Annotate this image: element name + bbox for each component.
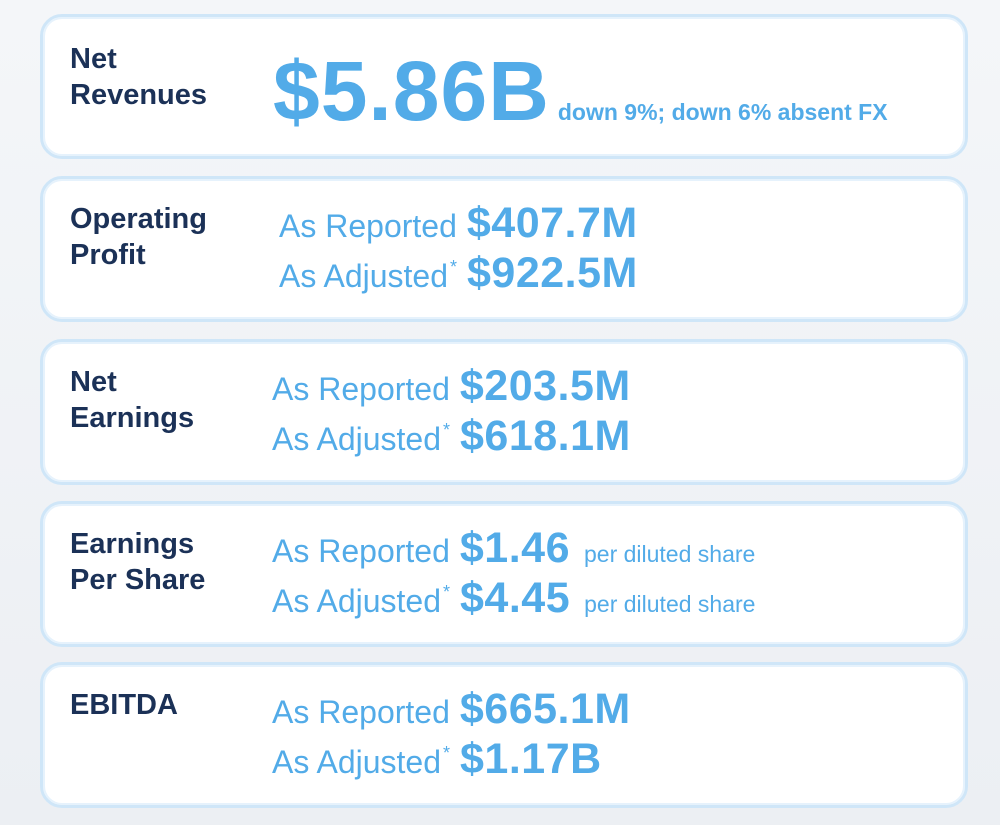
- reported-label: As Reported: [279, 208, 457, 244]
- adjusted-label: As Adjusted: [279, 258, 448, 294]
- ebitda-label: EBITDA: [70, 689, 178, 721]
- eps-card: Earnings Per Share As Reported $1.46 per…: [40, 501, 968, 647]
- adjusted-footnote-marker: *: [450, 257, 458, 277]
- net-revenues-row: $5.86B down 9%; down 6% absent FX: [273, 43, 888, 140]
- reported-label: As Reported: [272, 533, 450, 569]
- reported-label: As Reported: [272, 694, 450, 730]
- operating-profit-label: Operating Profit: [70, 203, 207, 271]
- ebitda-adjusted-row: As Adjusted * $1.17B: [272, 735, 602, 784]
- eps-reported-row: As Reported $1.46 per diluted share: [272, 524, 755, 573]
- net-earnings-reported-row: As Reported $203.5M: [272, 362, 631, 411]
- net-revenues-value: $5.86B: [273, 44, 550, 138]
- eps-adjusted-row: As Adjusted * $4.45 per diluted share: [272, 574, 755, 623]
- net-revenues-label: Net Revenues: [70, 43, 208, 111]
- net-earnings-reported-value: $203.5M: [459, 362, 631, 410]
- operating-profit-reported-value: $407.7M: [466, 199, 638, 247]
- net-earnings-label: Net Earnings: [70, 366, 195, 434]
- operating-profit-card: Operating Profit As Reported $407.7M As …: [40, 176, 968, 322]
- operating-profit-reported-row: As Reported $407.7M: [279, 199, 638, 248]
- adjusted-footnote-marker: *: [443, 420, 451, 440]
- adjusted-label: As Adjusted: [272, 744, 441, 780]
- operating-profit-adjusted-row: As Adjusted * $922.5M: [279, 249, 638, 298]
- net-revenues-note: down 9%; down 6% absent FX: [557, 99, 888, 125]
- net-earnings-adjusted-value: $618.1M: [460, 412, 631, 460]
- adjusted-label: As Adjusted: [272, 421, 441, 457]
- eps-adjusted-unit: per diluted share: [584, 591, 756, 617]
- ebitda-card: EBITDA As Reported $665.1M As Adjusted *…: [40, 662, 968, 808]
- eps-reported-unit: per diluted share: [583, 541, 756, 567]
- net-earnings-adjusted-row: As Adjusted * $618.1M: [272, 412, 631, 461]
- reported-label: As Reported: [272, 371, 450, 407]
- ebitda-reported-row: As Reported $665.1M: [272, 685, 631, 734]
- adjusted-footnote-marker: *: [443, 743, 451, 763]
- net-revenues-card: Net Revenues $5.86B down 9%; down 6% abs…: [40, 14, 968, 159]
- eps-adjusted-value: $4.45: [460, 574, 571, 622]
- operating-profit-adjusted-value: $922.5M: [467, 249, 638, 297]
- adjusted-footnote-marker: *: [443, 582, 451, 602]
- net-earnings-card: Net Earnings As Reported $203.5M As Adju…: [40, 339, 968, 485]
- eps-reported-value: $1.46: [459, 524, 570, 572]
- ebitda-adjusted-value: $1.17B: [460, 735, 602, 783]
- ebitda-reported-value: $665.1M: [459, 685, 631, 733]
- eps-label: Earnings Per Share: [70, 528, 206, 596]
- adjusted-label: As Adjusted: [272, 583, 441, 619]
